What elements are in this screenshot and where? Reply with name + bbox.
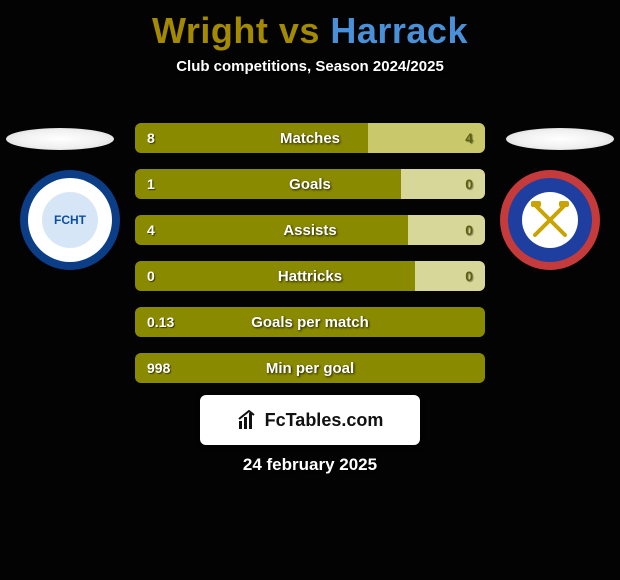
badge-center (522, 192, 578, 248)
title-right-name: Harrack (330, 10, 468, 51)
left-segment: 1 (135, 169, 401, 199)
right-segment: 4 (368, 123, 485, 153)
comparison-bars: 84Matches10Goals40Assists00Hattricks0.13… (135, 123, 485, 399)
left-segment: 998 (135, 353, 485, 383)
left-ellipse-decoration (6, 128, 114, 150)
right-segment: 0 (408, 215, 485, 245)
right-segment: 0 (401, 169, 485, 199)
brand-card[interactable]: FcTables.com (200, 395, 420, 445)
stat-row: 00Hattricks (135, 261, 485, 291)
title-vs: vs (268, 10, 330, 51)
brand-text: FcTables.com (265, 410, 384, 431)
left-value: 0 (147, 268, 155, 284)
left-segment: 0 (135, 261, 415, 291)
right-value: 4 (465, 130, 473, 146)
page-title: Wright vs Harrack (0, 0, 620, 52)
left-value: 8 (147, 130, 155, 146)
right-value: 0 (465, 268, 473, 284)
date-label: 24 february 2025 (0, 455, 620, 475)
left-value: 1 (147, 176, 155, 192)
badge-text: FCHT (54, 213, 86, 227)
bar-chart-icon (237, 409, 259, 431)
left-segment: 0.13 (135, 307, 485, 337)
left-segment: 8 (135, 123, 368, 153)
stat-row: 10Goals (135, 169, 485, 199)
subtitle: Club competitions, Season 2024/2025 (0, 58, 620, 75)
left-value: 4 (147, 222, 155, 238)
left-segment: 4 (135, 215, 408, 245)
badge-center: FCHT (42, 192, 98, 248)
right-segment: 0 (415, 261, 485, 291)
stat-row: 40Assists (135, 215, 485, 245)
title-left-name: Wright (152, 10, 268, 51)
crossed-hammers-icon (527, 197, 573, 243)
stat-row: 0.13Goals per match (135, 307, 485, 337)
left-club-badge: FCHT (20, 170, 120, 270)
right-club-badge (500, 170, 600, 270)
stat-row: 84Matches (135, 123, 485, 153)
left-value: 998 (147, 360, 170, 376)
stat-row: 998Min per goal (135, 353, 485, 383)
right-ellipse-decoration (506, 128, 614, 150)
left-value: 0.13 (147, 314, 174, 330)
right-value: 0 (465, 222, 473, 238)
right-value: 0 (465, 176, 473, 192)
